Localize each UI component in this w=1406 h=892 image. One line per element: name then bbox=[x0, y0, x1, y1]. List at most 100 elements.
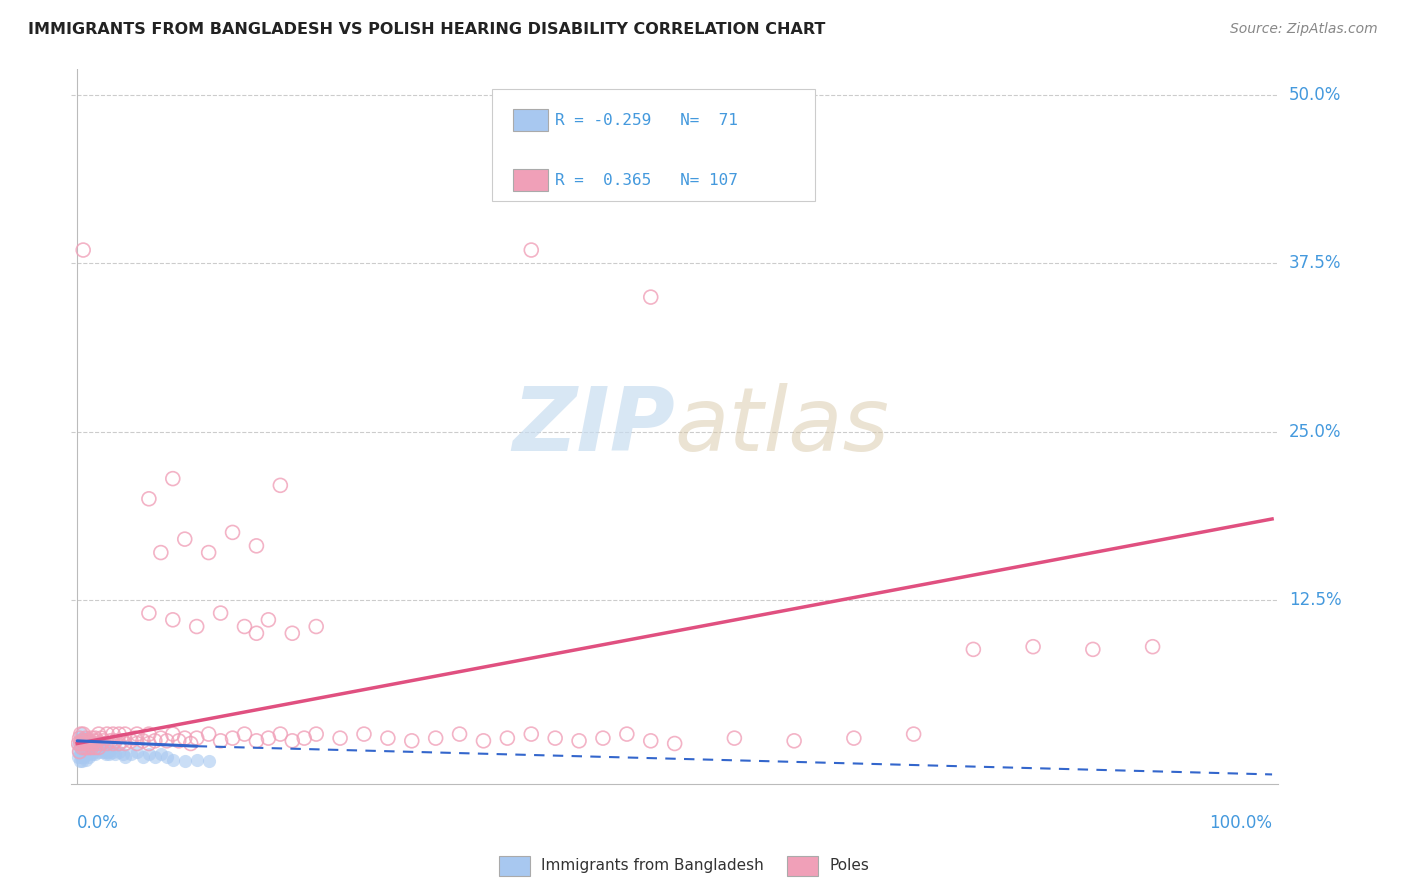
Point bbox=[120, 747, 142, 762]
Point bbox=[544, 731, 567, 745]
Point bbox=[269, 727, 291, 741]
Point bbox=[69, 745, 91, 759]
Point bbox=[84, 740, 107, 755]
Point bbox=[329, 731, 352, 745]
Point bbox=[69, 745, 91, 759]
Point bbox=[568, 734, 591, 748]
Point bbox=[783, 734, 806, 748]
Point bbox=[77, 740, 100, 755]
Point bbox=[75, 731, 97, 745]
Point bbox=[425, 731, 447, 745]
Point bbox=[84, 747, 107, 762]
Point bbox=[75, 737, 97, 751]
Point bbox=[269, 478, 291, 492]
Point bbox=[70, 754, 93, 768]
Point bbox=[162, 613, 184, 627]
Point bbox=[67, 750, 90, 764]
Point bbox=[75, 737, 97, 751]
Point bbox=[1081, 642, 1104, 657]
Point bbox=[903, 727, 925, 741]
Point bbox=[186, 753, 208, 767]
Point bbox=[83, 734, 105, 748]
Point bbox=[125, 727, 148, 741]
Point bbox=[75, 745, 97, 759]
Point bbox=[77, 750, 100, 764]
Point bbox=[472, 734, 495, 748]
Point bbox=[233, 619, 256, 633]
Point bbox=[114, 737, 136, 751]
Point bbox=[77, 737, 100, 751]
Point bbox=[80, 739, 103, 754]
Text: Source: ZipAtlas.com: Source: ZipAtlas.com bbox=[1230, 22, 1378, 37]
Point bbox=[82, 745, 104, 759]
Point bbox=[221, 731, 243, 745]
Point bbox=[93, 739, 115, 754]
Point bbox=[69, 737, 91, 751]
Point bbox=[67, 745, 90, 759]
Point bbox=[257, 613, 280, 627]
Point bbox=[156, 734, 179, 748]
Point bbox=[70, 747, 93, 762]
Point bbox=[245, 626, 267, 640]
Point bbox=[77, 745, 100, 759]
Point bbox=[90, 737, 112, 751]
Point bbox=[233, 727, 256, 741]
Point bbox=[72, 745, 94, 759]
Point bbox=[180, 737, 202, 751]
Point bbox=[80, 747, 103, 762]
Point bbox=[186, 731, 208, 745]
Point bbox=[72, 243, 94, 257]
Point bbox=[101, 745, 124, 759]
Point bbox=[162, 472, 184, 486]
Point bbox=[82, 737, 104, 751]
Point bbox=[104, 747, 127, 762]
Point bbox=[640, 290, 662, 304]
Point bbox=[67, 737, 90, 751]
Point bbox=[89, 742, 111, 756]
Point bbox=[80, 740, 103, 755]
Point bbox=[143, 750, 166, 764]
Point bbox=[90, 731, 112, 745]
Point bbox=[76, 731, 98, 745]
Point bbox=[132, 734, 155, 748]
Point bbox=[72, 737, 94, 751]
Text: Immigrants from Bangladesh: Immigrants from Bangladesh bbox=[541, 858, 763, 872]
Point bbox=[138, 606, 160, 620]
Point bbox=[108, 737, 131, 751]
Point bbox=[186, 619, 208, 633]
Point bbox=[96, 740, 118, 755]
Point bbox=[197, 754, 219, 768]
Point bbox=[496, 731, 519, 745]
Point bbox=[162, 727, 184, 741]
Point bbox=[162, 753, 184, 767]
Text: 50.0%: 50.0% bbox=[1289, 87, 1341, 104]
Point bbox=[197, 545, 219, 559]
Point bbox=[132, 750, 155, 764]
Point bbox=[75, 753, 97, 767]
Point bbox=[86, 737, 108, 751]
Point bbox=[77, 740, 100, 755]
Text: 25.0%: 25.0% bbox=[1289, 423, 1341, 441]
Point bbox=[70, 740, 93, 755]
Point bbox=[120, 734, 142, 748]
Text: 0.0%: 0.0% bbox=[77, 814, 120, 832]
Point bbox=[292, 731, 315, 745]
Point bbox=[73, 740, 96, 755]
Point bbox=[87, 740, 110, 755]
Point bbox=[108, 727, 131, 741]
Point bbox=[138, 747, 160, 762]
Point bbox=[69, 731, 91, 745]
Point bbox=[616, 727, 638, 741]
Point bbox=[86, 734, 108, 748]
Point bbox=[79, 737, 101, 751]
Point bbox=[520, 243, 543, 257]
Point bbox=[842, 731, 865, 745]
Point bbox=[96, 727, 118, 741]
Point bbox=[69, 727, 91, 741]
Point bbox=[104, 734, 127, 748]
Point bbox=[86, 745, 108, 759]
Text: 100.0%: 100.0% bbox=[1209, 814, 1272, 832]
Point bbox=[79, 745, 101, 759]
Point bbox=[86, 739, 108, 754]
Point bbox=[69, 727, 91, 741]
